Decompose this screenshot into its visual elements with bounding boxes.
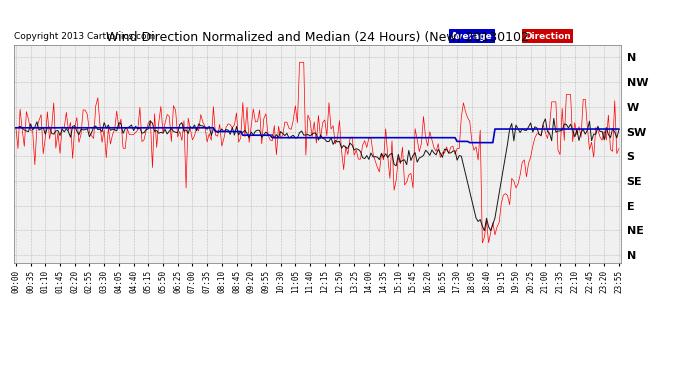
Text: Copyright 2013 Cartronics.com: Copyright 2013 Cartronics.com [14,32,155,40]
Title: Wind Direction Normalized and Median (24 Hours) (New) 20130102: Wind Direction Normalized and Median (24… [106,31,529,44]
Text: Direction: Direction [524,32,571,40]
Text: Average: Average [451,32,493,40]
